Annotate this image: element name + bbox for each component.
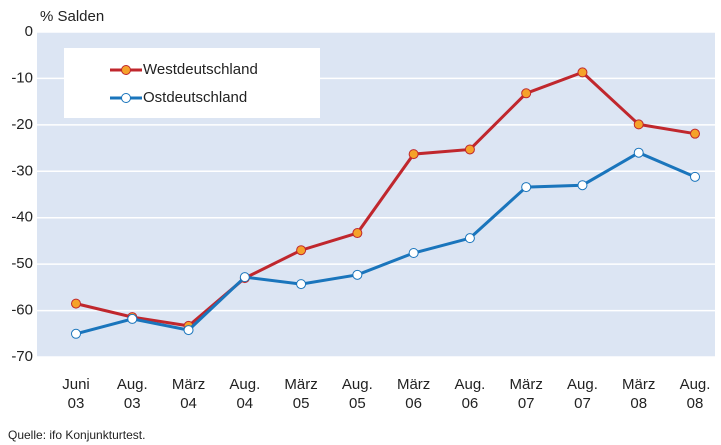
x-tick-label-line: 06 bbox=[462, 395, 479, 412]
legend-marker bbox=[121, 93, 131, 103]
point bbox=[521, 88, 532, 99]
x-tick-label-line: 05 bbox=[349, 395, 366, 412]
x-tick-label: Aug. 05 bbox=[342, 376, 373, 412]
x-tick-label: März 06 bbox=[397, 376, 430, 412]
y-tick-label: -50 bbox=[11, 255, 33, 272]
x-tick-label-line: 08 bbox=[630, 395, 647, 412]
point bbox=[690, 171, 700, 182]
x-tick-label-line: 03 bbox=[68, 395, 85, 412]
x-tick-label-line: März bbox=[510, 376, 543, 393]
point bbox=[690, 128, 700, 139]
point bbox=[633, 147, 644, 158]
x-tick-label: März 07 bbox=[510, 376, 543, 412]
point bbox=[352, 269, 363, 280]
x-tick-label-line: Aug. bbox=[454, 376, 485, 393]
x-tick-label-line: 08 bbox=[687, 395, 704, 412]
x-tick-label: März 04 bbox=[172, 376, 205, 412]
point bbox=[71, 298, 81, 309]
x-tick-label-line: Aug. bbox=[117, 376, 148, 393]
x-tick-label-line: 04 bbox=[180, 395, 197, 412]
x-tick-label-line: 07 bbox=[574, 395, 591, 412]
x-tick-label-line: Aug. bbox=[567, 376, 598, 393]
y-tick-label: -40 bbox=[11, 209, 33, 226]
point bbox=[183, 325, 194, 336]
x-tick-label-line: März bbox=[622, 376, 655, 393]
y-tick-label: -10 bbox=[11, 69, 33, 86]
x-tick-label-line: 04 bbox=[236, 395, 253, 412]
x-tick-label: Aug. 04 bbox=[229, 376, 260, 412]
x-tick-label-line: März bbox=[397, 376, 430, 393]
point bbox=[127, 313, 138, 324]
x-tick-label: Aug. 06 bbox=[454, 376, 485, 412]
x-tick-label: März 08 bbox=[622, 376, 655, 412]
point bbox=[296, 245, 307, 256]
point bbox=[71, 328, 81, 339]
x-tick-label-line: Aug. bbox=[680, 376, 711, 393]
point bbox=[408, 149, 419, 160]
point bbox=[633, 119, 644, 130]
x-tick-label: Aug. 08 bbox=[680, 376, 711, 412]
point bbox=[239, 272, 250, 283]
legend-box bbox=[64, 48, 320, 118]
x-tick-label: Juni 03 bbox=[62, 376, 90, 412]
x-tick-label-line: März bbox=[172, 376, 205, 393]
source-note: Quelle: ifo Konjunkturtest. bbox=[8, 428, 145, 442]
y-axis-label: % Salden bbox=[40, 8, 104, 25]
y-tick-label: -20 bbox=[11, 116, 33, 133]
x-tick-label: Aug. 07 bbox=[567, 376, 598, 412]
x-tick-label: März 05 bbox=[284, 376, 317, 412]
legend-label: Ostdeutschland bbox=[143, 89, 247, 106]
point bbox=[352, 228, 363, 239]
point bbox=[521, 182, 532, 193]
point bbox=[408, 248, 419, 258]
x-tick-label-line: März bbox=[284, 376, 317, 393]
y-tick-label: -70 bbox=[11, 348, 33, 365]
x-tick-label-line: 06 bbox=[405, 395, 422, 412]
series-line bbox=[75, 70, 696, 328]
y-tick-label: -60 bbox=[11, 302, 33, 319]
y-tick-label: -30 bbox=[11, 162, 33, 179]
x-tick-label-line: Aug. bbox=[229, 376, 260, 393]
x-tick-label-line: Juni bbox=[62, 376, 90, 393]
series-line bbox=[75, 151, 696, 336]
point bbox=[464, 144, 475, 155]
point bbox=[577, 180, 588, 191]
legend-marker bbox=[121, 65, 131, 75]
point bbox=[296, 279, 307, 290]
x-tick-label-line: Aug. bbox=[342, 376, 373, 393]
x-tick-label-line: 05 bbox=[293, 395, 310, 412]
x-tick-label-line: 07 bbox=[518, 395, 535, 412]
x-tick-label-line: 03 bbox=[124, 395, 141, 412]
point bbox=[577, 67, 588, 78]
x-tick-label: Aug. 03 bbox=[117, 376, 148, 412]
point bbox=[464, 233, 475, 244]
y-tick-label: 0 bbox=[25, 23, 33, 40]
legend-label: Westdeutschland bbox=[143, 61, 258, 78]
